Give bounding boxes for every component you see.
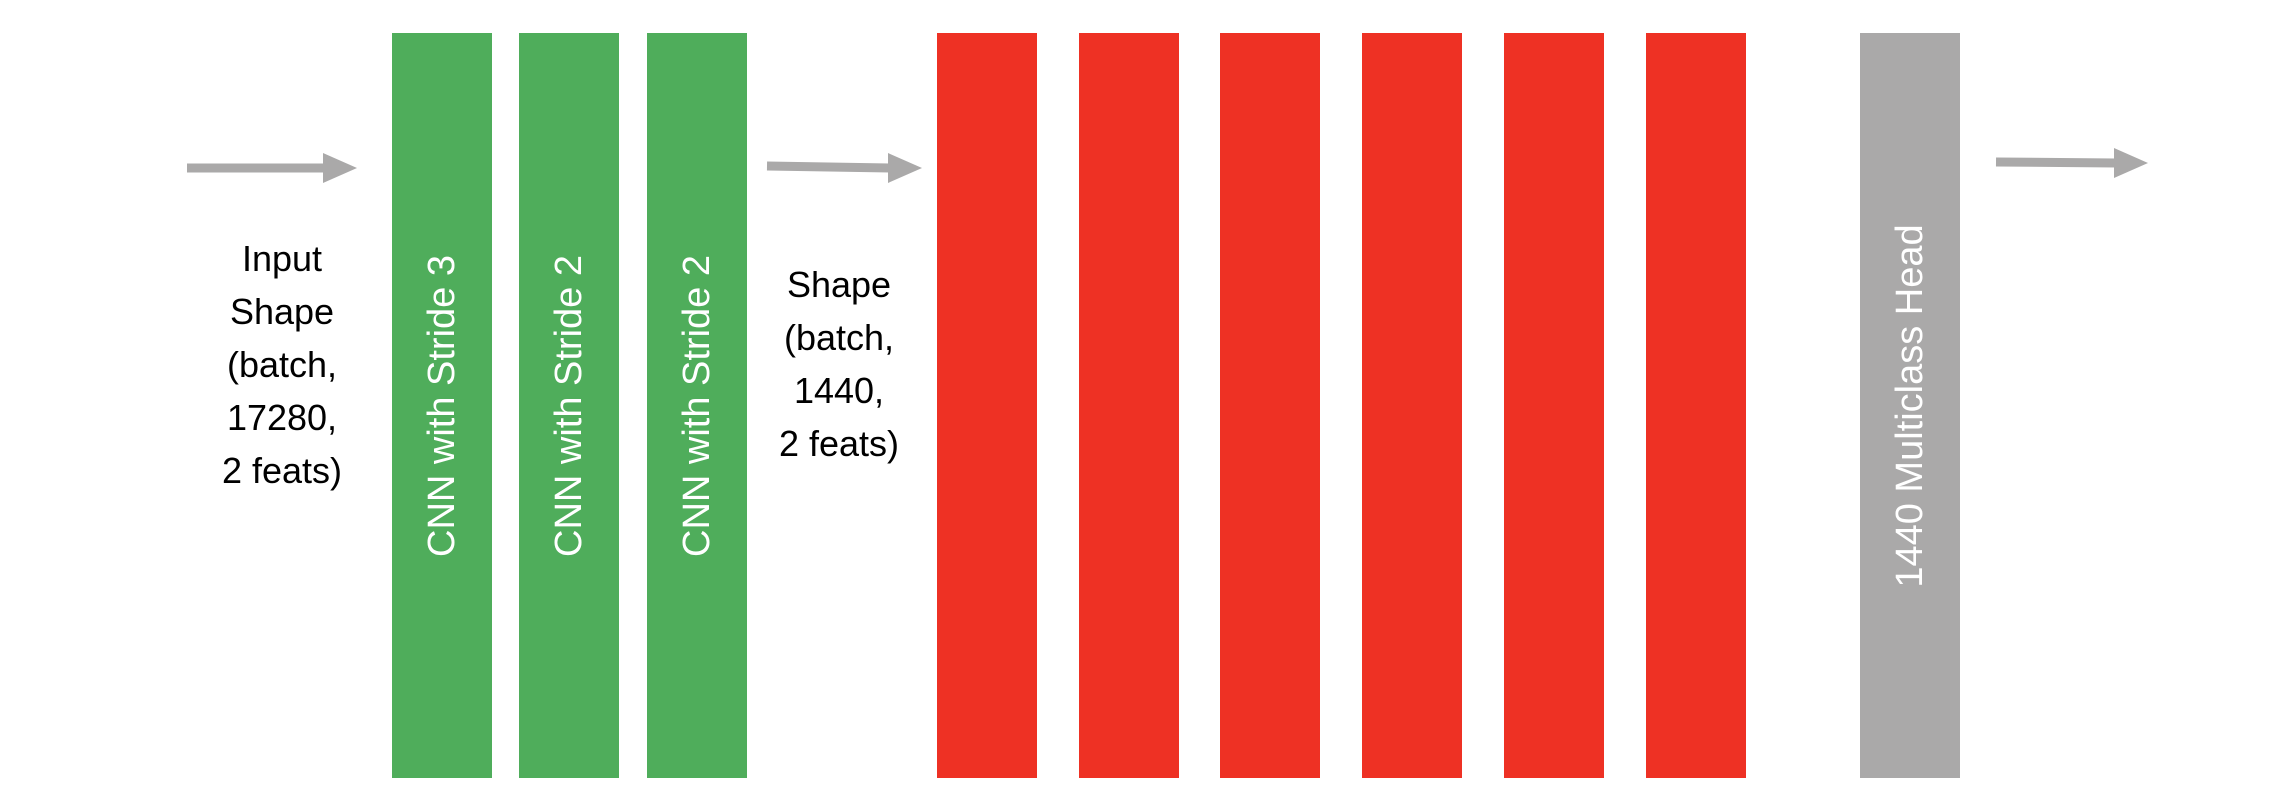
mid-shape-line: 2 feats) xyxy=(778,423,900,464)
red-layer-block xyxy=(1220,33,1320,778)
cnn-block-stride-2: CNN with Stride 2 xyxy=(519,33,619,778)
red-layer-block xyxy=(1504,33,1604,778)
mid-shape-line: Shape xyxy=(786,264,892,305)
input-shape-line: 2 feats) xyxy=(221,450,343,491)
input-shape-label: Input Shape (batch, 17280, 2 feats) xyxy=(182,232,382,497)
red-layer-block xyxy=(1079,33,1179,778)
cnn-block-stride-3: CNN with Stride 3 xyxy=(392,33,492,778)
input-arrow xyxy=(187,153,357,183)
output-arrow xyxy=(1995,148,2148,178)
cnn-block-label: CNN with Stride 2 xyxy=(548,254,590,557)
cnn-block-stride-2: CNN with Stride 2 xyxy=(647,33,747,778)
red-layer-block xyxy=(937,33,1037,778)
multiclass-head-label: 1440 Multiclass Head xyxy=(1889,223,1931,588)
red-layer-block xyxy=(1362,33,1462,778)
red-layer-block xyxy=(1646,33,1746,778)
input-shape-line: 17280, xyxy=(226,397,338,438)
mid-shape-line: 1440, xyxy=(793,370,885,411)
mid-shape-line: (batch, xyxy=(783,317,895,358)
input-shape-line: Input xyxy=(241,238,323,279)
cnn-block-label: CNN with Stride 2 xyxy=(676,254,718,557)
input-shape-line: Shape xyxy=(229,291,335,332)
input-shape-line: (batch, xyxy=(226,344,338,385)
cnn-block-label: CNN with Stride 3 xyxy=(421,254,463,557)
multiclass-head-block: 1440 Multiclass Head xyxy=(1860,33,1960,778)
middle-arrow xyxy=(766,153,922,183)
mid-shape-label: Shape (batch, 1440, 2 feats) xyxy=(739,258,939,470)
